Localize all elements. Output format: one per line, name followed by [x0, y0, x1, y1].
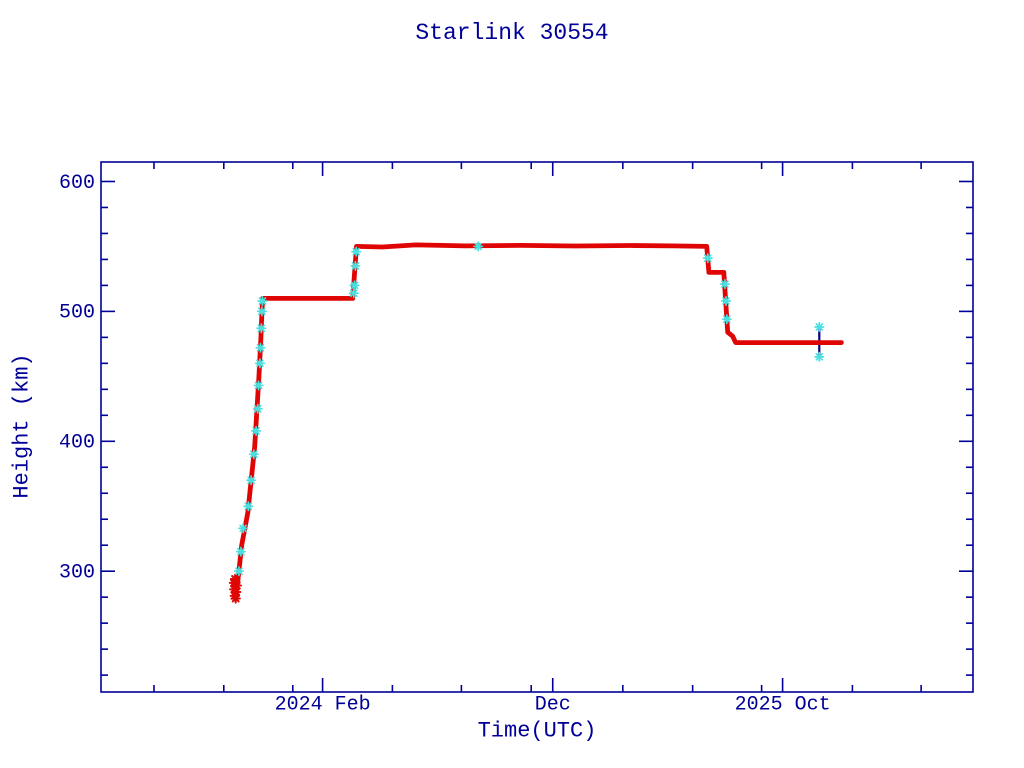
cyan-data-marker	[258, 297, 267, 305]
cyan-data-marker	[474, 242, 483, 251]
cyan-data-marker	[252, 427, 260, 435]
y-tick-label: 400	[59, 432, 95, 455]
cyan-data-marker	[257, 324, 266, 333]
cyan-data-marker	[815, 323, 824, 331]
cyan-data-marker	[250, 450, 258, 459]
cyan-data-marker	[256, 343, 265, 352]
cyan-data-marker	[247, 476, 255, 485]
cyan-data-marker	[235, 567, 243, 576]
cyan-data-marker	[722, 297, 730, 305]
cyan-data-marker	[723, 315, 731, 324]
red-data-marker	[231, 575, 240, 583]
cyan-data-marker	[254, 381, 263, 390]
x-tick-label: 2024 Feb	[275, 693, 371, 716]
cyan-data-marker	[349, 289, 358, 298]
cyan-data-marker	[350, 281, 359, 290]
cyan-data-marker	[721, 280, 729, 288]
cyan-data-marker	[703, 254, 712, 262]
x-tick-label: 2025 Oct	[735, 693, 831, 716]
cyan-data-marker	[237, 547, 245, 556]
cyan-data-marker	[244, 502, 253, 511]
x-tick-label: Dec	[535, 693, 571, 716]
red-data-marker	[232, 581, 241, 590]
chart-title: Starlink 30554	[415, 20, 609, 46]
y-tick-label: 300	[59, 561, 95, 584]
y-tick-label: 500	[59, 302, 95, 325]
data-series-line	[231, 242, 844, 600]
cyan-data-marker	[258, 307, 266, 316]
cyan-data-marker	[253, 404, 262, 413]
cyan-data-marker	[351, 262, 360, 270]
cyan-data-marker	[239, 524, 247, 533]
cyan-data-marker	[256, 359, 264, 368]
red-data-marker	[232, 588, 241, 596]
y-tick-label: 600	[59, 172, 95, 195]
cyan-data-marker	[352, 247, 361, 256]
red-data-marker	[231, 594, 240, 603]
x-axis-label: Time(UTC)	[477, 718, 597, 744]
plot-border	[100, 161, 974, 693]
cyan-data-marker	[815, 353, 824, 361]
